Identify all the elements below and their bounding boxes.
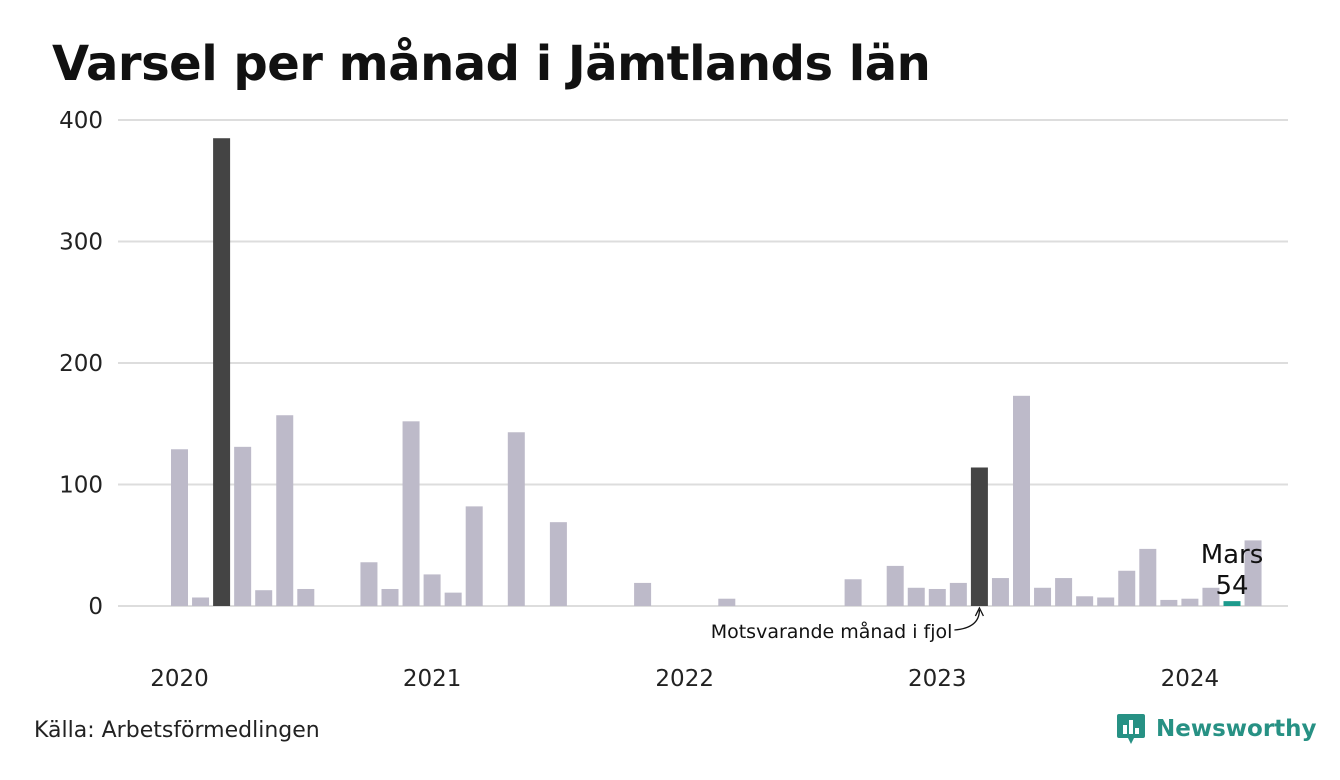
bars — [171, 138, 1262, 606]
bar — [423, 574, 441, 606]
bar — [1055, 578, 1073, 606]
bar — [886, 565, 904, 606]
bar — [360, 562, 378, 606]
y-tick-label: 400 — [59, 108, 103, 134]
bar — [1034, 587, 1052, 606]
bar — [634, 582, 652, 606]
bar — [1223, 601, 1241, 606]
highlight-month-label: Mars — [1201, 540, 1264, 570]
bar — [970, 467, 988, 606]
y-tick-label: 300 — [59, 230, 103, 256]
bar — [276, 415, 294, 606]
bar — [402, 421, 420, 606]
bar — [255, 590, 273, 606]
tick-labels: 0 100 200 300 400 2020 2021 2022 2023 2024 — [59, 108, 1219, 692]
y-tick-label: 200 — [59, 351, 103, 377]
bar — [1181, 598, 1199, 606]
x-tick-label: 2022 — [655, 666, 714, 692]
bar — [1139, 548, 1157, 606]
bar — [1202, 587, 1220, 606]
grid-lines — [118, 119, 1288, 607]
bar — [171, 449, 188, 606]
brand-logo: Newsworthy — [1116, 712, 1317, 746]
bar — [1244, 540, 1262, 606]
bar — [213, 138, 231, 606]
bar — [1097, 597, 1115, 606]
y-tick-label: 100 — [59, 473, 103, 499]
bar — [907, 587, 925, 606]
bar — [1160, 599, 1178, 606]
bar — [928, 588, 946, 606]
bar — [1013, 395, 1030, 606]
x-tick-label: 2023 — [908, 666, 967, 692]
chart: 0 100 200 300 400 2020 2021 2022 2023 2024 Mars54… — [59, 108, 1288, 692]
prev-year-annotation: Motsvarande månad i fjol — [711, 620, 953, 643]
bar — [192, 597, 210, 606]
highlight-value-label: 54 — [1215, 571, 1248, 601]
annotation-arrow-head — [974, 606, 984, 617]
x-tick-label: 2020 — [150, 666, 209, 692]
bar — [507, 432, 525, 606]
brand-name: Newsworthy — [1156, 716, 1317, 742]
bar — [1118, 570, 1136, 606]
x-tick-label: 2021 — [403, 666, 462, 692]
bar — [1076, 596, 1094, 606]
annotation-arrow-line — [954, 609, 981, 631]
bar — [718, 598, 736, 606]
chart-title: Varsel per månad i Jämtlands län — [52, 36, 931, 92]
bar — [381, 588, 399, 606]
bar — [297, 588, 315, 606]
bar — [549, 522, 567, 606]
source-note: Källa: Arbetsförmedlingen — [34, 718, 320, 743]
bar — [991, 578, 1009, 606]
y-tick-label: 0 — [88, 594, 103, 620]
chart-bubble-icon — [1117, 714, 1145, 744]
bar — [234, 446, 252, 606]
bar — [844, 579, 862, 606]
bar — [444, 592, 462, 606]
bar — [949, 582, 967, 606]
x-tick-label: 2024 — [1161, 666, 1220, 692]
bar — [465, 506, 483, 606]
